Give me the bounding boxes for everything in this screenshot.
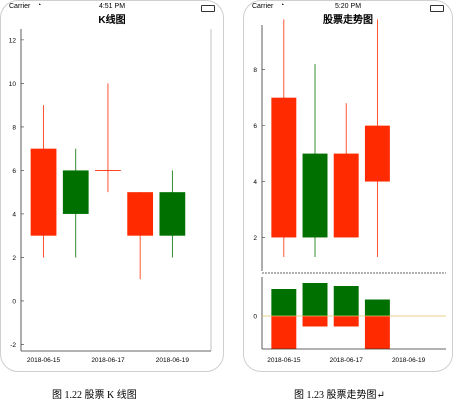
status-bar: Carrier ◔ 5:20 PM: [252, 2, 444, 15]
battery-icon: [201, 5, 215, 12]
y-tick-label: 4: [12, 211, 16, 218]
candle-body: [271, 97, 297, 238]
volume-bar-green: [333, 286, 359, 316]
y-tick-label: 0: [12, 298, 16, 305]
x-tick-label: 2018-06-17: [91, 357, 125, 364]
y-tick-label: 4: [253, 179, 257, 186]
wifi-icon: ◔: [37, 2, 42, 9]
candle-body: [30, 148, 57, 236]
figure-caption-right: 图 1.23 股票走势图↵: [294, 390, 385, 401]
volume-bar-green: [302, 283, 328, 316]
carrier-label: Carrier: [9, 3, 31, 10]
volume-bar-red: [364, 316, 390, 349]
x-tick-label: 2018-06-19: [392, 357, 426, 364]
y-tick-label: 2: [12, 255, 16, 262]
y-tick-label: -2: [10, 342, 16, 349]
carrier-label: Carrier: [252, 3, 274, 10]
volume-bar-red: [302, 316, 328, 327]
status-bar: Carrier ◔ 4:51 PM: [9, 2, 215, 15]
x-tick-label: 2018-06-17: [330, 357, 364, 364]
sub-y-tick-label: 0: [253, 314, 257, 321]
status-time: 5:20 PM: [334, 3, 362, 10]
candle-body: [159, 192, 186, 236]
y-tick-label: 8: [12, 124, 16, 131]
x-tick-label: 2018-06-19: [156, 357, 190, 364]
page-title: K线图: [98, 15, 126, 26]
y-tick-label: 6: [12, 168, 16, 175]
x-tick-label: 2018-06-15: [27, 357, 61, 364]
candle-body: [333, 153, 359, 238]
candle-body: [364, 125, 390, 182]
battery-icon: [430, 5, 444, 12]
x-tick-label: 2018-06-15: [267, 357, 301, 364]
phone-frame-right: Carrier ◔ 5:20 PM 股票走势图 2 4 6 8 2018-06-15 20…: [243, 0, 453, 372]
phone-frame-left: Carrier ◔ 4:51 PM K线图 -2 0 2 4 6 8 10 12 2018-06…: [0, 0, 224, 372]
candle-body: [62, 170, 89, 214]
candle-body: [127, 192, 154, 236]
candle-body: [302, 153, 328, 238]
kline-chart: -2 0 2 4 6 8 10 12 2018-06-15 2018-06-17 2018-06-1…: [9, 29, 212, 364]
volume-bar-red: [271, 316, 297, 349]
volume-bar-green: [364, 299, 390, 316]
y-tick-label: 8: [253, 67, 257, 74]
y-tick-label: 2: [253, 235, 257, 242]
volume-bar-green: [271, 289, 297, 316]
y-tick-label: 10: [9, 81, 17, 88]
figure-caption-left: 图 1.22 股票 K 线图: [52, 390, 137, 401]
y-tick-label: 6: [253, 123, 257, 130]
wifi-icon: ◔: [280, 2, 285, 9]
page-title: 股票走势图: [323, 15, 373, 26]
stock-trend-chart: 24682018-06-152018-06-172018-06-192018-0…: [253, 19, 446, 364]
status-time: 4:51 PM: [98, 3, 126, 10]
y-tick-label: 12: [9, 37, 17, 44]
volume-bar-red: [333, 316, 359, 327]
